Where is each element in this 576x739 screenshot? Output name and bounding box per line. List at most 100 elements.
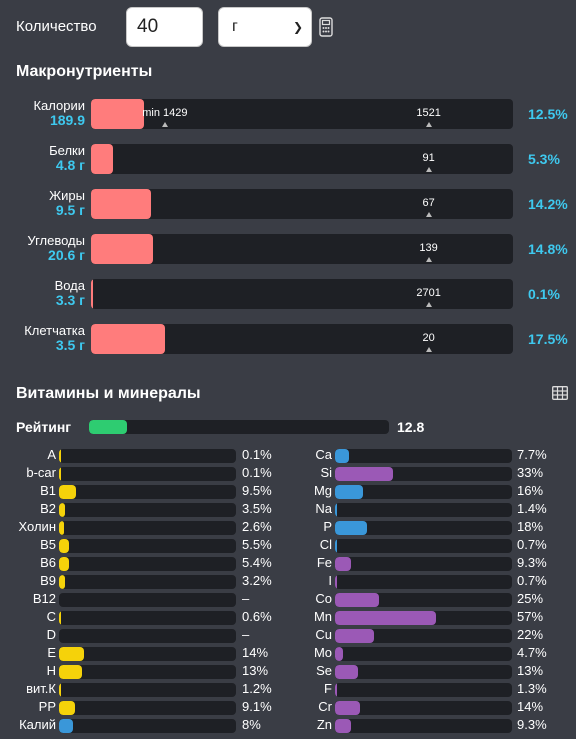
macro-marker-label: 1521 — [416, 107, 441, 119]
nutrient-bar-fill — [335, 503, 338, 517]
nutrient-bar-fill — [59, 611, 61, 625]
nutrient-bar — [59, 683, 236, 697]
nutrient-bar-fill — [335, 719, 352, 733]
nutrient-bar — [59, 593, 236, 607]
nutrient-bar — [59, 575, 236, 589]
nutrient-bar — [59, 719, 236, 733]
nutrient-bar — [335, 485, 512, 499]
macro-bar-fill — [91, 144, 114, 174]
macro-percent: 12.5% — [528, 106, 568, 122]
macro-bar-fill — [91, 324, 165, 354]
calculator-icon[interactable] — [319, 17, 333, 37]
nutrient-percent: 14% — [242, 645, 269, 660]
macro-marker-tick — [425, 347, 432, 352]
nutrient-name: B2 — [40, 501, 56, 516]
nutrient-percent: 18% — [517, 519, 544, 534]
nutrient-bar-fill — [335, 665, 358, 679]
nutrient-percent: 0.6% — [242, 609, 272, 624]
nutrient-percent: 3.5% — [242, 501, 272, 516]
nutrient-name: Калий — [19, 717, 56, 732]
nutrient-bar-fill — [59, 557, 69, 571]
nutrient-bar-fill — [59, 665, 82, 679]
unit-select[interactable]: г ❯ — [218, 7, 312, 47]
nutrient-bar-fill — [335, 485, 364, 499]
nutrient-name: Mo — [313, 645, 332, 660]
nutrient-name: вит.К — [26, 681, 56, 696]
nutrient-name: B12 — [32, 591, 56, 606]
rating-label: Рейтинг — [16, 419, 72, 435]
nutrient-bar — [335, 629, 512, 643]
nutrient-bar-fill — [59, 647, 84, 661]
macro-row: Белки 4.8 г 91 5.3% — [0, 143, 576, 174]
macro-bar: 139 — [91, 234, 513, 264]
nutrient-bar-fill — [335, 539, 337, 553]
nutrient-bar — [335, 539, 512, 553]
macro-value: 4.8 г — [55, 157, 85, 173]
nutrient-percent: 1.2% — [242, 681, 272, 696]
nutrient-bar — [335, 557, 512, 571]
nutrient-bar — [59, 521, 236, 535]
nutrient-bar — [59, 449, 236, 463]
macro-percent: 14.2% — [528, 196, 568, 212]
nutrient-bar — [59, 485, 236, 499]
macro-percent: 14.8% — [528, 241, 568, 257]
macro-row: Жиры 9.5 г 67 14.2% — [0, 188, 576, 219]
nutrient-bar — [335, 683, 512, 697]
nutrient-percent: 7.7% — [517, 447, 547, 462]
nutrient-name: Cu — [315, 627, 332, 642]
nutrient-bar — [59, 701, 236, 715]
nutrient-name: Mn — [313, 609, 332, 624]
nutrient-bar-fill — [59, 683, 62, 697]
nutrient-name: Mg — [313, 483, 332, 498]
nutrient-bar-fill — [59, 503, 66, 517]
nutrient-bar-fill — [335, 467, 394, 481]
nutrient-bar — [335, 701, 512, 715]
macro-bar-fill — [91, 189, 151, 219]
table-icon[interactable] — [552, 386, 568, 400]
nutrient-bar — [335, 665, 512, 679]
nutrient-name: Co — [315, 591, 332, 606]
nutrient-percent: 9.3% — [517, 717, 547, 732]
nutrient-name: Fe — [316, 555, 332, 570]
nutrient-percent: 9.5% — [242, 483, 272, 498]
nutrient-percent: 13% — [242, 663, 269, 678]
nutrient-percent: 57% — [517, 609, 544, 624]
nutrient-percent: 9.3% — [517, 555, 547, 570]
nutrient-name: I — [328, 573, 332, 588]
macro-marker-label: 91 — [422, 152, 435, 164]
nutrient-percent: 0.1% — [242, 465, 272, 480]
nutrient-name: Si — [320, 465, 332, 480]
nutrient-bar — [59, 647, 236, 661]
nutrient-name: Cr — [318, 699, 332, 714]
nutrient-percent: 9.1% — [242, 699, 272, 714]
macro-percent: 17.5% — [528, 331, 568, 347]
nutrient-percent: 4.7% — [517, 645, 547, 660]
nutrient-bar-fill — [335, 575, 337, 589]
macro-value: 189.9 — [49, 112, 85, 128]
macro-marker-label: 20 — [422, 332, 435, 344]
quantity-input[interactable]: 40 — [126, 7, 203, 47]
macro-bar: 67 — [91, 189, 513, 219]
chevron-down-icon: ❯ — [292, 20, 303, 34]
macro-percent: 0.1% — [528, 286, 560, 302]
nutrient-bar-fill — [59, 701, 76, 715]
macro-marker-tick — [425, 302, 432, 307]
nutrient-name: b-car — [26, 465, 56, 480]
quantity-row: Количество 40 г ❯ — [16, 7, 346, 47]
nutrient-bar-fill — [335, 647, 344, 661]
nutrient-bar — [335, 575, 512, 589]
macro-marker-label: 2701 — [416, 287, 441, 299]
macro-marker-tick — [425, 212, 432, 217]
nutrient-bar — [335, 521, 512, 535]
nutrient-bar — [59, 503, 236, 517]
macro-percent: 5.3% — [528, 151, 560, 167]
nutrient-name: B1 — [40, 483, 56, 498]
vitamins-title: Витамины и минералы — [16, 385, 201, 402]
macro-row: Калории 189.9 min 1429 1521 12.5% — [0, 98, 576, 129]
nutrient-bar-fill — [59, 521, 64, 535]
macro-name: Калории — [33, 98, 85, 113]
nutrient-bar-fill — [335, 611, 436, 625]
nutrient-name: P — [323, 519, 332, 534]
macro-marker-label: min 1429 — [142, 107, 188, 119]
nutrient-bar — [335, 467, 512, 481]
